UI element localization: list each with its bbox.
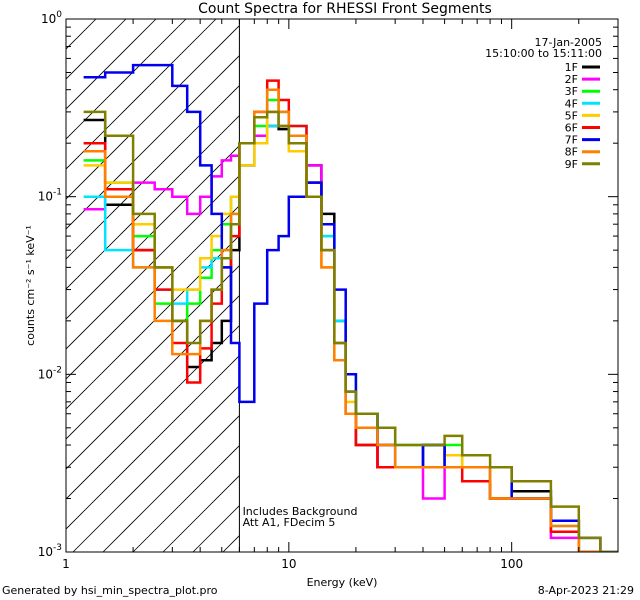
hatch-line (66, 295, 240, 470)
series-9F-line (83, 110, 618, 552)
legend-label-9F: 9F (565, 158, 578, 171)
footer-timestamp: 8-Apr-2023 21:29 (537, 584, 634, 597)
hatch-line (102, 415, 240, 552)
hatch-line (66, 55, 240, 230)
series-7F-line (83, 63, 618, 552)
hatch-line (66, 25, 240, 200)
series-1F-line (83, 118, 602, 552)
series-2F-line (83, 110, 602, 552)
y-tick-label: 10-1 (38, 188, 62, 204)
legend-label-1F: 1F (565, 61, 578, 74)
annotation-1: Includes Background (243, 505, 358, 518)
annotation-2: Att A1, FDecim 5 (243, 516, 336, 529)
hatched-region (66, 19, 240, 552)
series-4F-line (83, 110, 602, 552)
y-tick-label: 10-3 (38, 543, 62, 559)
series-group (83, 63, 618, 552)
hatch-line (66, 85, 240, 260)
hatch-line (72, 385, 240, 552)
hatch-line (66, 19, 97, 50)
plot-frame (65, 18, 619, 553)
hatch-line (66, 19, 187, 140)
legend-time-range: 15:10:00 to 15:11:00 (485, 47, 602, 60)
legend-label-6F: 6F (565, 122, 578, 135)
hatch-lines (66, 19, 240, 552)
legend-date: 17-Jan-2005 (535, 36, 603, 49)
series-5F-line (83, 110, 602, 552)
hatch-line (66, 175, 240, 350)
legend-label-2F: 2F (565, 73, 578, 86)
series-6F-line (83, 79, 602, 552)
hatch-line (66, 19, 217, 170)
legend-label-8F: 8F (565, 146, 578, 159)
axes: 1 10 100 100 10-1 10-2 10-3 Energy (keV) counts … (24, 10, 619, 589)
legend-label-7F: 7F (565, 134, 578, 147)
y-tick-label: 100 (41, 10, 62, 26)
series-8F-line (83, 88, 602, 552)
hatch-line (66, 235, 240, 410)
hatch-line (66, 355, 240, 530)
footer-generator: Generated by hsi_min_spectra_plot.pro (2, 584, 218, 597)
x-tick-label: 100 (500, 557, 523, 571)
hatch-line (66, 265, 240, 440)
hatch-line (66, 19, 157, 110)
x-axis-label: Energy (keV) (307, 576, 378, 589)
hatch-line (66, 115, 240, 290)
hatch-line (66, 205, 240, 380)
hatch-line (66, 145, 240, 320)
y-tick-label: 10-2 (38, 365, 62, 381)
hatch-line (66, 325, 240, 500)
x-tick-label: 1 (62, 557, 70, 571)
legend-label-5F: 5F (565, 109, 578, 122)
hatch-line (66, 19, 127, 80)
chart-title: Count Spectra for RHESSI Front Segments (198, 1, 492, 17)
hatch-line (132, 445, 240, 552)
legend-label-4F: 4F (565, 97, 578, 110)
y-axis-label: counts cm⁻² s⁻¹ keV⁻¹ (24, 225, 37, 346)
legend-label-3F: 3F (565, 85, 578, 98)
x-tick-label: 10 (281, 557, 296, 571)
series-layer (83, 63, 618, 552)
